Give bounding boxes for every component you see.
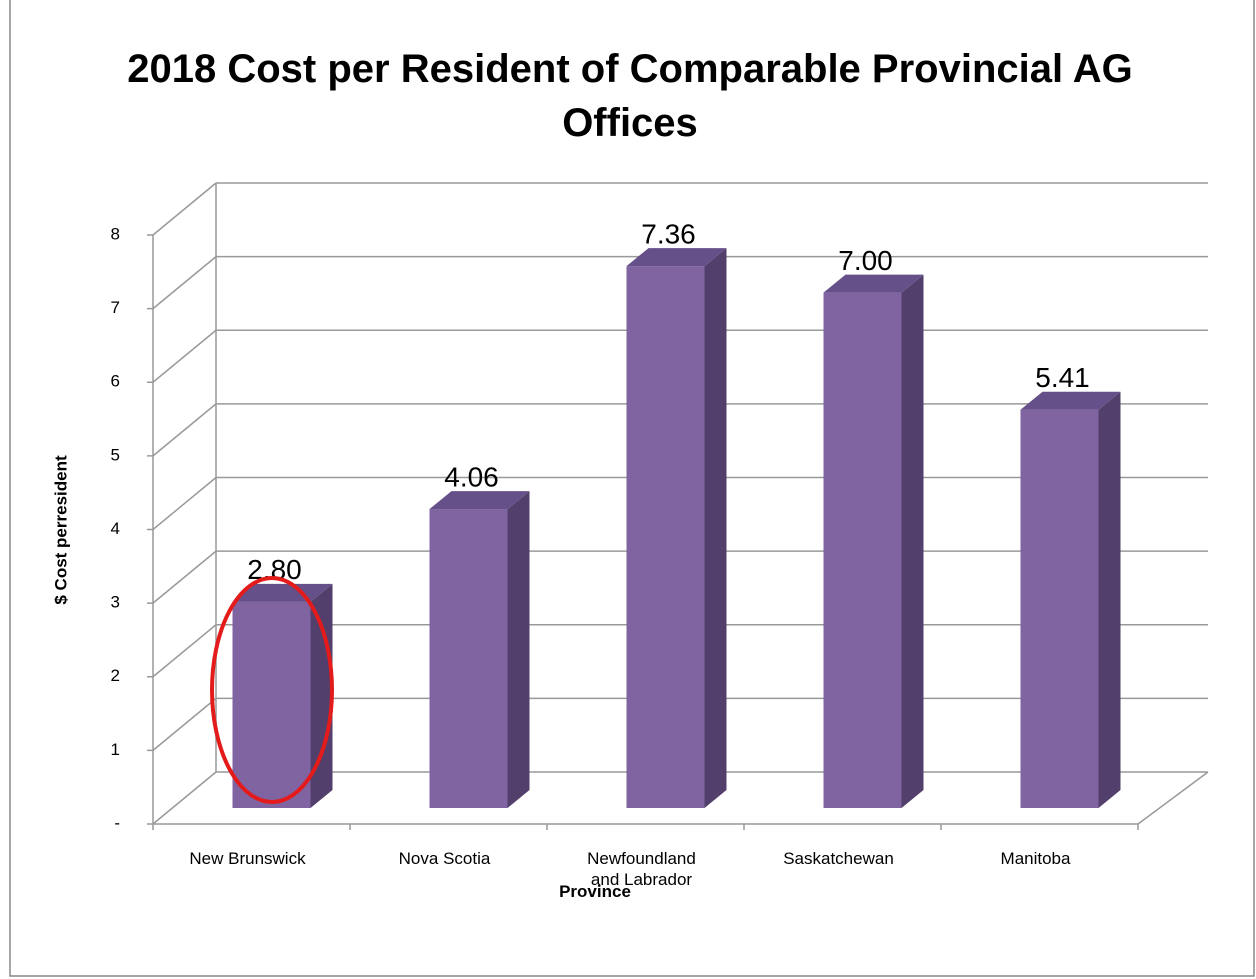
- bar: [626, 266, 705, 808]
- grid-line: [152, 476, 217, 531]
- x-tick-label: Nova Scotia: [398, 849, 491, 868]
- chart-frame: [9, 0, 1255, 977]
- bar-side: [1098, 391, 1121, 808]
- bar: [232, 601, 311, 808]
- grid-line: [152, 624, 217, 678]
- bar-side: [901, 274, 924, 808]
- data-label: 7.36: [641, 219, 696, 250]
- x-tick-label: Manitoba: [1000, 849, 1071, 868]
- y-tick-label: 4: [111, 519, 120, 538]
- y-tick-label: 8: [111, 224, 120, 243]
- bar-top: [823, 274, 924, 293]
- floor-edge: [1137, 771, 1209, 825]
- data-label: 4.06: [444, 461, 499, 492]
- bar: [1020, 409, 1099, 808]
- grid-line: [152, 697, 217, 751]
- y-tick-label: 5: [111, 445, 120, 464]
- y-tick-label: 6: [111, 372, 120, 391]
- bar-top: [626, 248, 727, 267]
- x-tick-label: Saskatchewan: [783, 849, 894, 868]
- bar: [823, 292, 902, 808]
- grid-line: [152, 256, 217, 310]
- y-tick-label: -: [114, 813, 120, 832]
- chart-title: 2018 Cost per Resident of Comparable Pro…: [127, 47, 1133, 145]
- bar-side: [507, 491, 530, 808]
- x-axis-title: Province: [559, 882, 631, 901]
- bar-side: [704, 248, 727, 808]
- highlight-ellipse: [210, 576, 334, 804]
- y-tick-label: 2: [111, 666, 120, 685]
- grid-line: [152, 550, 217, 604]
- grid-line: [152, 182, 217, 236]
- grid-line: [152, 329, 217, 383]
- y-tick-label: 7: [111, 298, 120, 317]
- grid-line: [152, 771, 217, 825]
- y-tick-label: 3: [111, 593, 120, 612]
- y-axis-title: $ Cost perresident: [51, 455, 70, 605]
- x-tick-label: New Brunswick: [189, 849, 306, 868]
- bar-side: [310, 583, 333, 808]
- bar-top: [1020, 391, 1121, 410]
- grid-line: [152, 403, 217, 457]
- bar-top: [429, 491, 530, 510]
- x-tick-label: Newfoundland and Labrador: [587, 849, 696, 889]
- bar: [429, 509, 508, 808]
- y-tick-label: 1: [111, 740, 120, 759]
- data-label: 5.41: [1035, 362, 1090, 393]
- data-label: 7.00: [838, 245, 893, 276]
